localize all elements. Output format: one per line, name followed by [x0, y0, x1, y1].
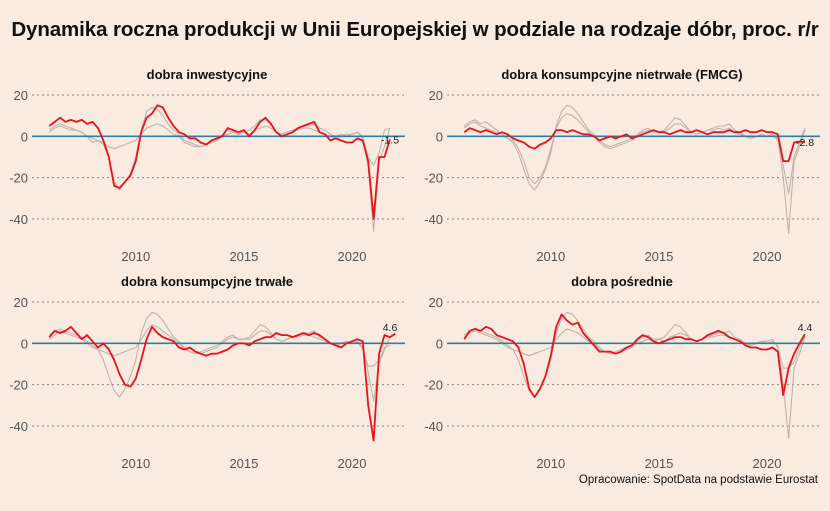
y-tick-label: 0	[21, 129, 28, 144]
panel-chart: dobra konsumpcyjne nietrwałe (FMCG) 20 0 -2…	[424, 67, 820, 264]
panel-title: dobra konsumpcyjne trwałe	[121, 274, 293, 289]
y-tick-label: 0	[436, 129, 443, 144]
y-tick-label: 20	[429, 295, 443, 310]
x-tick-label: 2015	[229, 249, 258, 264]
y-tick-label: -20	[9, 171, 28, 186]
y-tick-label: -20	[424, 378, 443, 393]
highlight-series-line	[463, 127, 805, 162]
x-tick-label: 2020	[338, 249, 367, 264]
y-tick-label: -20	[424, 171, 443, 186]
panel-dobra-konsumpcyjne-trwale: dobra konsumpcyjne trwałe 20 0 -20 -40 2010 20…	[0, 272, 415, 477]
panel-chart: dobra pośrednie 20 0 -20 -40 2010 2015 2020 4.4	[424, 274, 820, 471]
end-value-label: -2.8	[796, 137, 814, 149]
chart-title: Dynamika roczna produkcji w Unii Europej…	[11, 18, 819, 41]
x-tick-label: 2010	[536, 456, 565, 471]
end-value-label: -1.5	[381, 134, 399, 146]
context-series-line-1	[463, 311, 806, 439]
context-series-line-1	[48, 311, 391, 402]
panel-dobra-posrednie: dobra pośrednie 20 0 -20 -40 2010 2015 2020 4.4	[415, 272, 830, 477]
x-tick-label: 2015	[644, 249, 673, 264]
panel-chart: dobra konsumpcyjne trwałe 20 0 -20 -40 2010 20…	[9, 274, 405, 471]
x-tick-label: 2020	[338, 456, 367, 471]
y-tick-label: -40	[9, 212, 28, 227]
y-tick-label: -40	[424, 212, 443, 227]
y-tick-label: -40	[424, 419, 443, 434]
x-tick-label: 2015	[229, 456, 258, 471]
panel-title: dobra pośrednie	[571, 274, 673, 289]
panel-dobra-inwestycyjne: dobra inwestycyjne 20 0 -20 -40 2010 2015 2020 -…	[0, 65, 415, 270]
y-tick-label: 0	[436, 336, 443, 351]
x-tick-label: 2020	[753, 249, 782, 264]
x-tick-label: 2020	[753, 456, 782, 471]
x-tick-label: 2015	[644, 456, 673, 471]
highlight-series-line	[463, 313, 806, 398]
y-tick-label: -40	[9, 419, 28, 434]
highlight-series-line	[48, 104, 391, 220]
y-tick-label: 0	[21, 336, 28, 351]
panel-chart: dobra inwestycyjne 20 0 -20 -40 2010 2015 2020 -…	[9, 67, 405, 264]
panel-dobra-konsumpcyjne-nietrwale: dobra konsumpcyjne nietrwałe (FMCG) 20 0 -2…	[415, 65, 830, 270]
context-series-line-1	[463, 104, 806, 235]
context-series-line-2	[463, 328, 806, 369]
context-series-line-1	[48, 106, 391, 232]
x-tick-label: 2010	[536, 249, 565, 264]
x-tick-label: 2010	[121, 249, 150, 264]
end-value-label: 4.4	[798, 322, 813, 334]
source-note: Opracowanie: SpotData na podstawie Euros…	[578, 474, 818, 486]
context-series-line-2	[463, 113, 806, 195]
y-tick-label: -20	[9, 378, 28, 393]
y-tick-label: 20	[14, 295, 28, 310]
panel-title: dobra konsumpcyjne nietrwałe (FMCG)	[501, 67, 742, 82]
x-tick-label: 2010	[121, 456, 150, 471]
highlight-series-line	[48, 325, 396, 442]
panel-title: dobra inwestycyjne	[147, 67, 268, 82]
y-tick-label: 20	[14, 88, 28, 103]
end-value-label: 4.6	[383, 322, 398, 334]
y-tick-label: 20	[429, 88, 443, 103]
context-series-line-2	[48, 123, 391, 166]
